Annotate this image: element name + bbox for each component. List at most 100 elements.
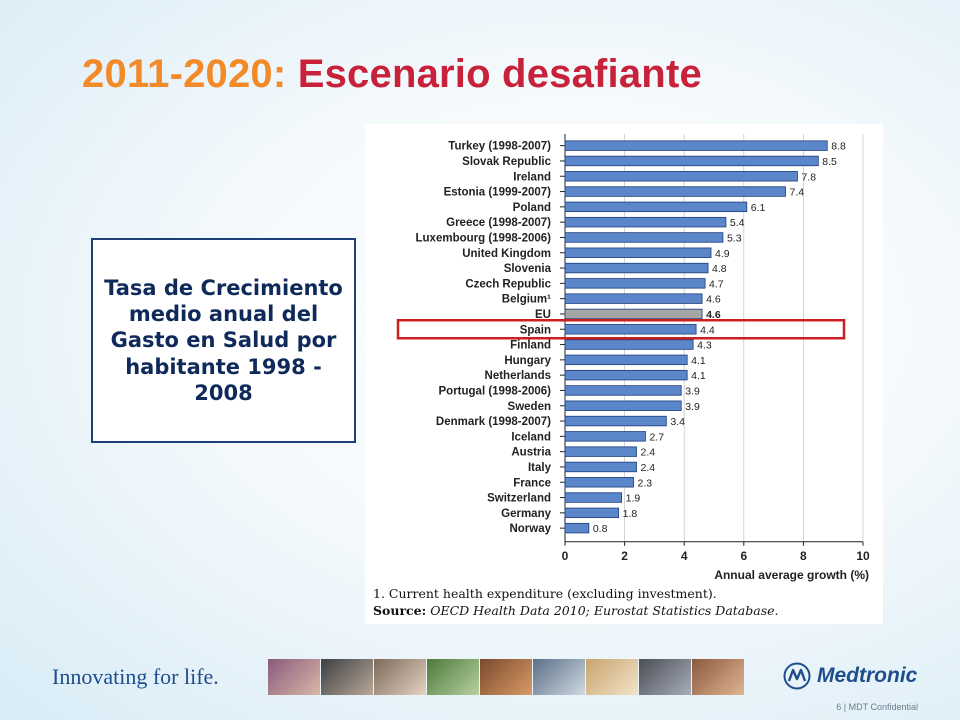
category-label: Netherlands [485,370,551,382]
category-label: France [513,477,551,489]
value-label: 4.6 [706,294,721,306]
bar [564,308,703,320]
bar [564,354,688,366]
category-label: Turkey (1998-2007) [448,141,551,153]
value-label: 4.4 [700,324,715,336]
source-text: OECD Health Data 2010; Eurostat Statisti… [430,603,779,618]
photo-thumbnail [692,659,744,695]
category-label: Spain [520,324,551,336]
value-label: 4.9 [715,248,730,260]
bar [564,431,646,442]
photo-thumbnail [586,659,638,695]
x-tick-label: 4 [681,549,688,563]
value-label: 1.8 [623,508,638,520]
value-label: 2.4 [641,447,656,459]
logo-text: Medtronic [817,664,918,687]
value-label: 4.8 [712,263,727,275]
bar [564,140,828,151]
x-tick-label: 8 [800,549,807,563]
value-label: 4.1 [691,370,706,382]
value-label: 4.3 [697,340,712,352]
category-label: Italy [528,462,552,474]
bar [564,492,623,503]
value-label: 2.3 [638,477,653,489]
category-label: Estonia (1999-2007) [444,187,552,199]
value-label: 2.7 [649,431,664,443]
chart-panel: 0 2 4 6 8 10 Turkey (1998-2007) 8.8 Slovak Repub… [365,124,883,624]
value-label: 4.7 [709,278,724,290]
chart-footnote: 1. Current health expenditure (excluding… [373,586,717,601]
category-label: Austria [511,447,551,459]
photo-thumbnail [533,659,585,695]
value-label: 5.3 [727,232,742,244]
bar [564,247,712,258]
category-label: Slovenia [504,263,552,275]
category-label: Hungary [504,355,551,367]
category-label: Sweden [508,401,551,413]
chart-source: Source: OECD Health Data 2010; Eurostat … [373,603,779,618]
value-label: 6.1 [751,202,766,214]
value-label: 8.5 [822,156,837,168]
callout-box: Tasa de Crecimiento medio anual del Gast… [91,238,356,443]
category-label: Ireland [513,171,551,183]
page-label: 6 | MDT Confidential [836,702,918,712]
bar [564,216,727,228]
bar [564,415,667,427]
category-label: Denmark (1998-2007) [436,416,551,428]
category-label: Belgium¹ [502,294,551,306]
category-label: Slovak Republic [462,156,551,168]
slide-title: 2011-2020: Escenario desafiante [82,52,702,97]
bar [564,171,798,182]
bar [564,369,688,381]
value-label: 4.1 [691,355,706,367]
spain-highlight-box [396,319,846,340]
title-text: Escenario desafiante [297,52,702,96]
category-label: Greece (1998-2007) [446,217,551,229]
photo-strip [268,659,744,695]
bar [564,186,786,197]
category-label: Finland [510,340,551,352]
value-label: 7.8 [801,171,816,183]
bar [564,201,748,213]
category-label: Luxembourg (1998-2006) [416,232,552,244]
bar [564,232,724,243]
category-label: Poland [513,202,551,214]
bar [564,446,637,457]
bar [564,339,694,350]
photo-thumbnail [374,659,426,695]
value-label: 3.4 [670,416,685,428]
value-label: 5.4 [730,217,745,229]
value-label: 8.8 [831,141,846,153]
x-tick-label: 2 [621,549,628,563]
bar [564,400,682,411]
x-tick-label: 6 [740,549,747,563]
category-label: Iceland [511,431,551,443]
category-label: Portugal (1998-2006) [439,385,552,397]
bar [564,385,682,396]
medtronic-logo-icon [783,662,811,690]
category-label: Germany [501,508,551,520]
category-label: United Kingdom [462,248,551,260]
bar [564,507,620,519]
tagline: Innovating for life. [52,664,219,689]
value-label: 4.6 [706,309,721,321]
source-label: Source: [373,603,427,618]
photo-thumbnail [480,659,532,695]
bar [564,262,709,274]
bar [564,278,706,289]
x-tick-label: 10 [856,549,870,563]
bar [564,155,819,167]
value-label: 0.8 [593,523,608,535]
title-years: 2011-2020: [82,52,287,96]
bar [564,477,634,488]
value-label: 3.9 [685,385,700,397]
photo-thumbnail [321,659,373,695]
photo-thumbnail [639,659,691,695]
growth-bar-chart: 0 2 4 6 8 10 Turkey (1998-2007) 8.8 Slovak Repub… [396,134,870,582]
category-label: Switzerland [487,493,551,505]
value-label: 2.4 [641,462,656,474]
photo-thumbnail [427,659,479,695]
bar [564,522,590,534]
value-label: 7.4 [790,187,805,199]
bar [564,461,637,473]
